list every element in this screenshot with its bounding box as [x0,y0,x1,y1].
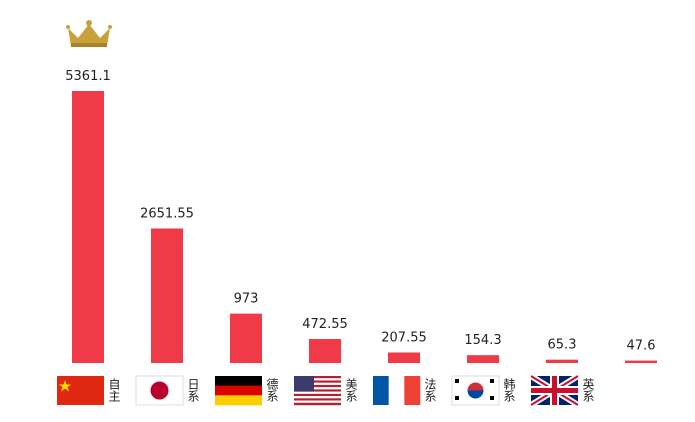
category-label: 韩系 [502,377,516,402]
flag-trigram [455,379,459,383]
flag-stripe [294,378,341,381]
bar [151,228,183,363]
category-label: 英系 [581,378,595,402]
flag-stripe [294,400,341,403]
flag-stripe [294,402,341,406]
bar [230,313,262,363]
flag-disc [150,381,169,400]
flag-trigram [490,379,494,383]
flag [294,376,341,406]
flag-stripe [294,382,341,386]
bar [388,352,420,363]
flag-stripe [294,380,341,383]
value-label: 154.3 [464,333,501,348]
flag-stripe [294,384,341,388]
flag-stripe [294,396,341,399]
flag [135,375,184,406]
flag-yang [467,382,484,391]
flag [451,375,500,406]
bar [467,355,499,363]
category-label: 法系 [423,378,437,402]
flag-stripe [294,387,341,390]
category-label: 自主 [107,378,121,402]
category-label: 日系 [186,378,200,402]
flag-cross-red [531,376,578,405]
bar [625,360,657,363]
value-label: 207.55 [381,330,427,345]
bar [72,91,104,363]
category-label: 美系 [344,378,358,402]
flag-stripe [294,398,341,401]
value-label: 47.6 [627,339,656,354]
flag-um [467,390,484,399]
flag [215,376,262,406]
flag-stripe [294,393,341,397]
flag-stripe [388,376,405,405]
flag-stripe [294,376,341,379]
flag-stripe [294,391,341,395]
flag-trigram [455,396,459,400]
value-label: 2651.55 [140,206,194,221]
flag-bg [57,376,104,405]
bar [309,339,341,363]
flag-star [59,380,71,392]
flag-stripe [215,385,262,396]
flag [373,376,421,405]
category-label: 德系 [265,377,279,402]
value-label: 65.3 [548,338,577,353]
bar [546,359,578,363]
flag-stripe [373,376,389,405]
flag [57,376,104,405]
crown [66,20,112,47]
flag-stripe [294,389,341,392]
flag-stripe [404,376,421,405]
flag-stripe [215,395,262,406]
value-label: 5361.1 [65,69,111,84]
flag-stripe [215,376,262,386]
value-label: 973 [234,292,259,307]
flag-canton [294,376,314,392]
flag [529,373,580,408]
flag-trigram [490,396,494,400]
value-label: 472.55 [302,317,348,332]
